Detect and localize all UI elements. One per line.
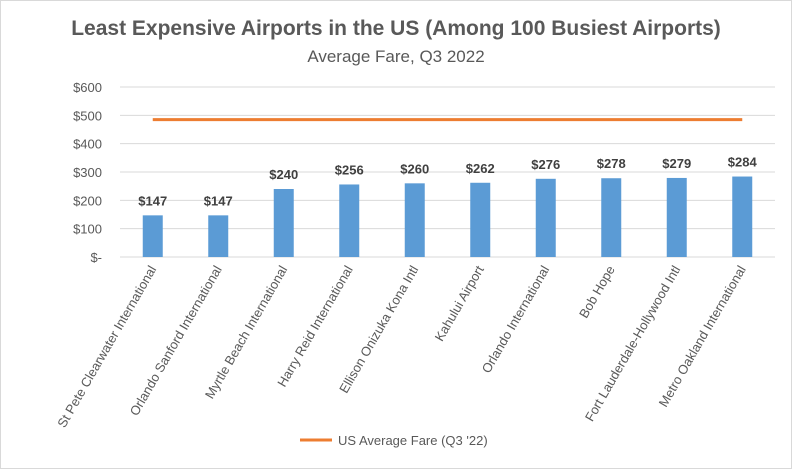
chart-subtitle: Average Fare, Q3 2022: [307, 47, 484, 66]
y-tick-label: $400: [73, 137, 102, 152]
data-label: $147: [204, 193, 233, 208]
data-label: $256: [335, 162, 364, 177]
y-tick-label: $300: [73, 165, 102, 180]
data-label: $278: [597, 156, 626, 171]
category-label: Ellison Onizuka Kona Intl: [336, 263, 421, 396]
bar: [339, 184, 360, 257]
bar: [273, 189, 294, 257]
y-tick-label: $100: [73, 222, 102, 237]
category-label: Harry Reid International: [274, 263, 356, 389]
y-tick-label: $600: [73, 80, 102, 95]
chart-title: Least Expensive Airports in the US (Amon…: [71, 17, 721, 40]
bar: [732, 176, 753, 257]
y-tick-label: $-: [90, 250, 102, 265]
data-label: $147: [138, 193, 167, 208]
data-label: $260: [400, 161, 429, 176]
category-label: Orlando International: [479, 263, 553, 376]
y-tick-label: $200: [73, 193, 102, 208]
data-label: $240: [269, 167, 298, 182]
category-label: Kahului Airport: [432, 263, 487, 344]
bar: [142, 215, 163, 257]
bar: [470, 182, 491, 257]
legend-label: US Average Fare (Q3 '22): [338, 433, 488, 448]
bar: [208, 215, 229, 257]
category-label: Bob Hope: [576, 263, 618, 321]
bar: [535, 178, 556, 257]
y-tick-label: $500: [73, 108, 102, 123]
bar: [404, 183, 425, 257]
data-label: $262: [466, 161, 495, 176]
data-label: $276: [531, 157, 560, 172]
bar: [601, 178, 622, 257]
data-label: $284: [728, 155, 758, 170]
data-label: $279: [662, 156, 691, 171]
bar: [666, 177, 687, 257]
